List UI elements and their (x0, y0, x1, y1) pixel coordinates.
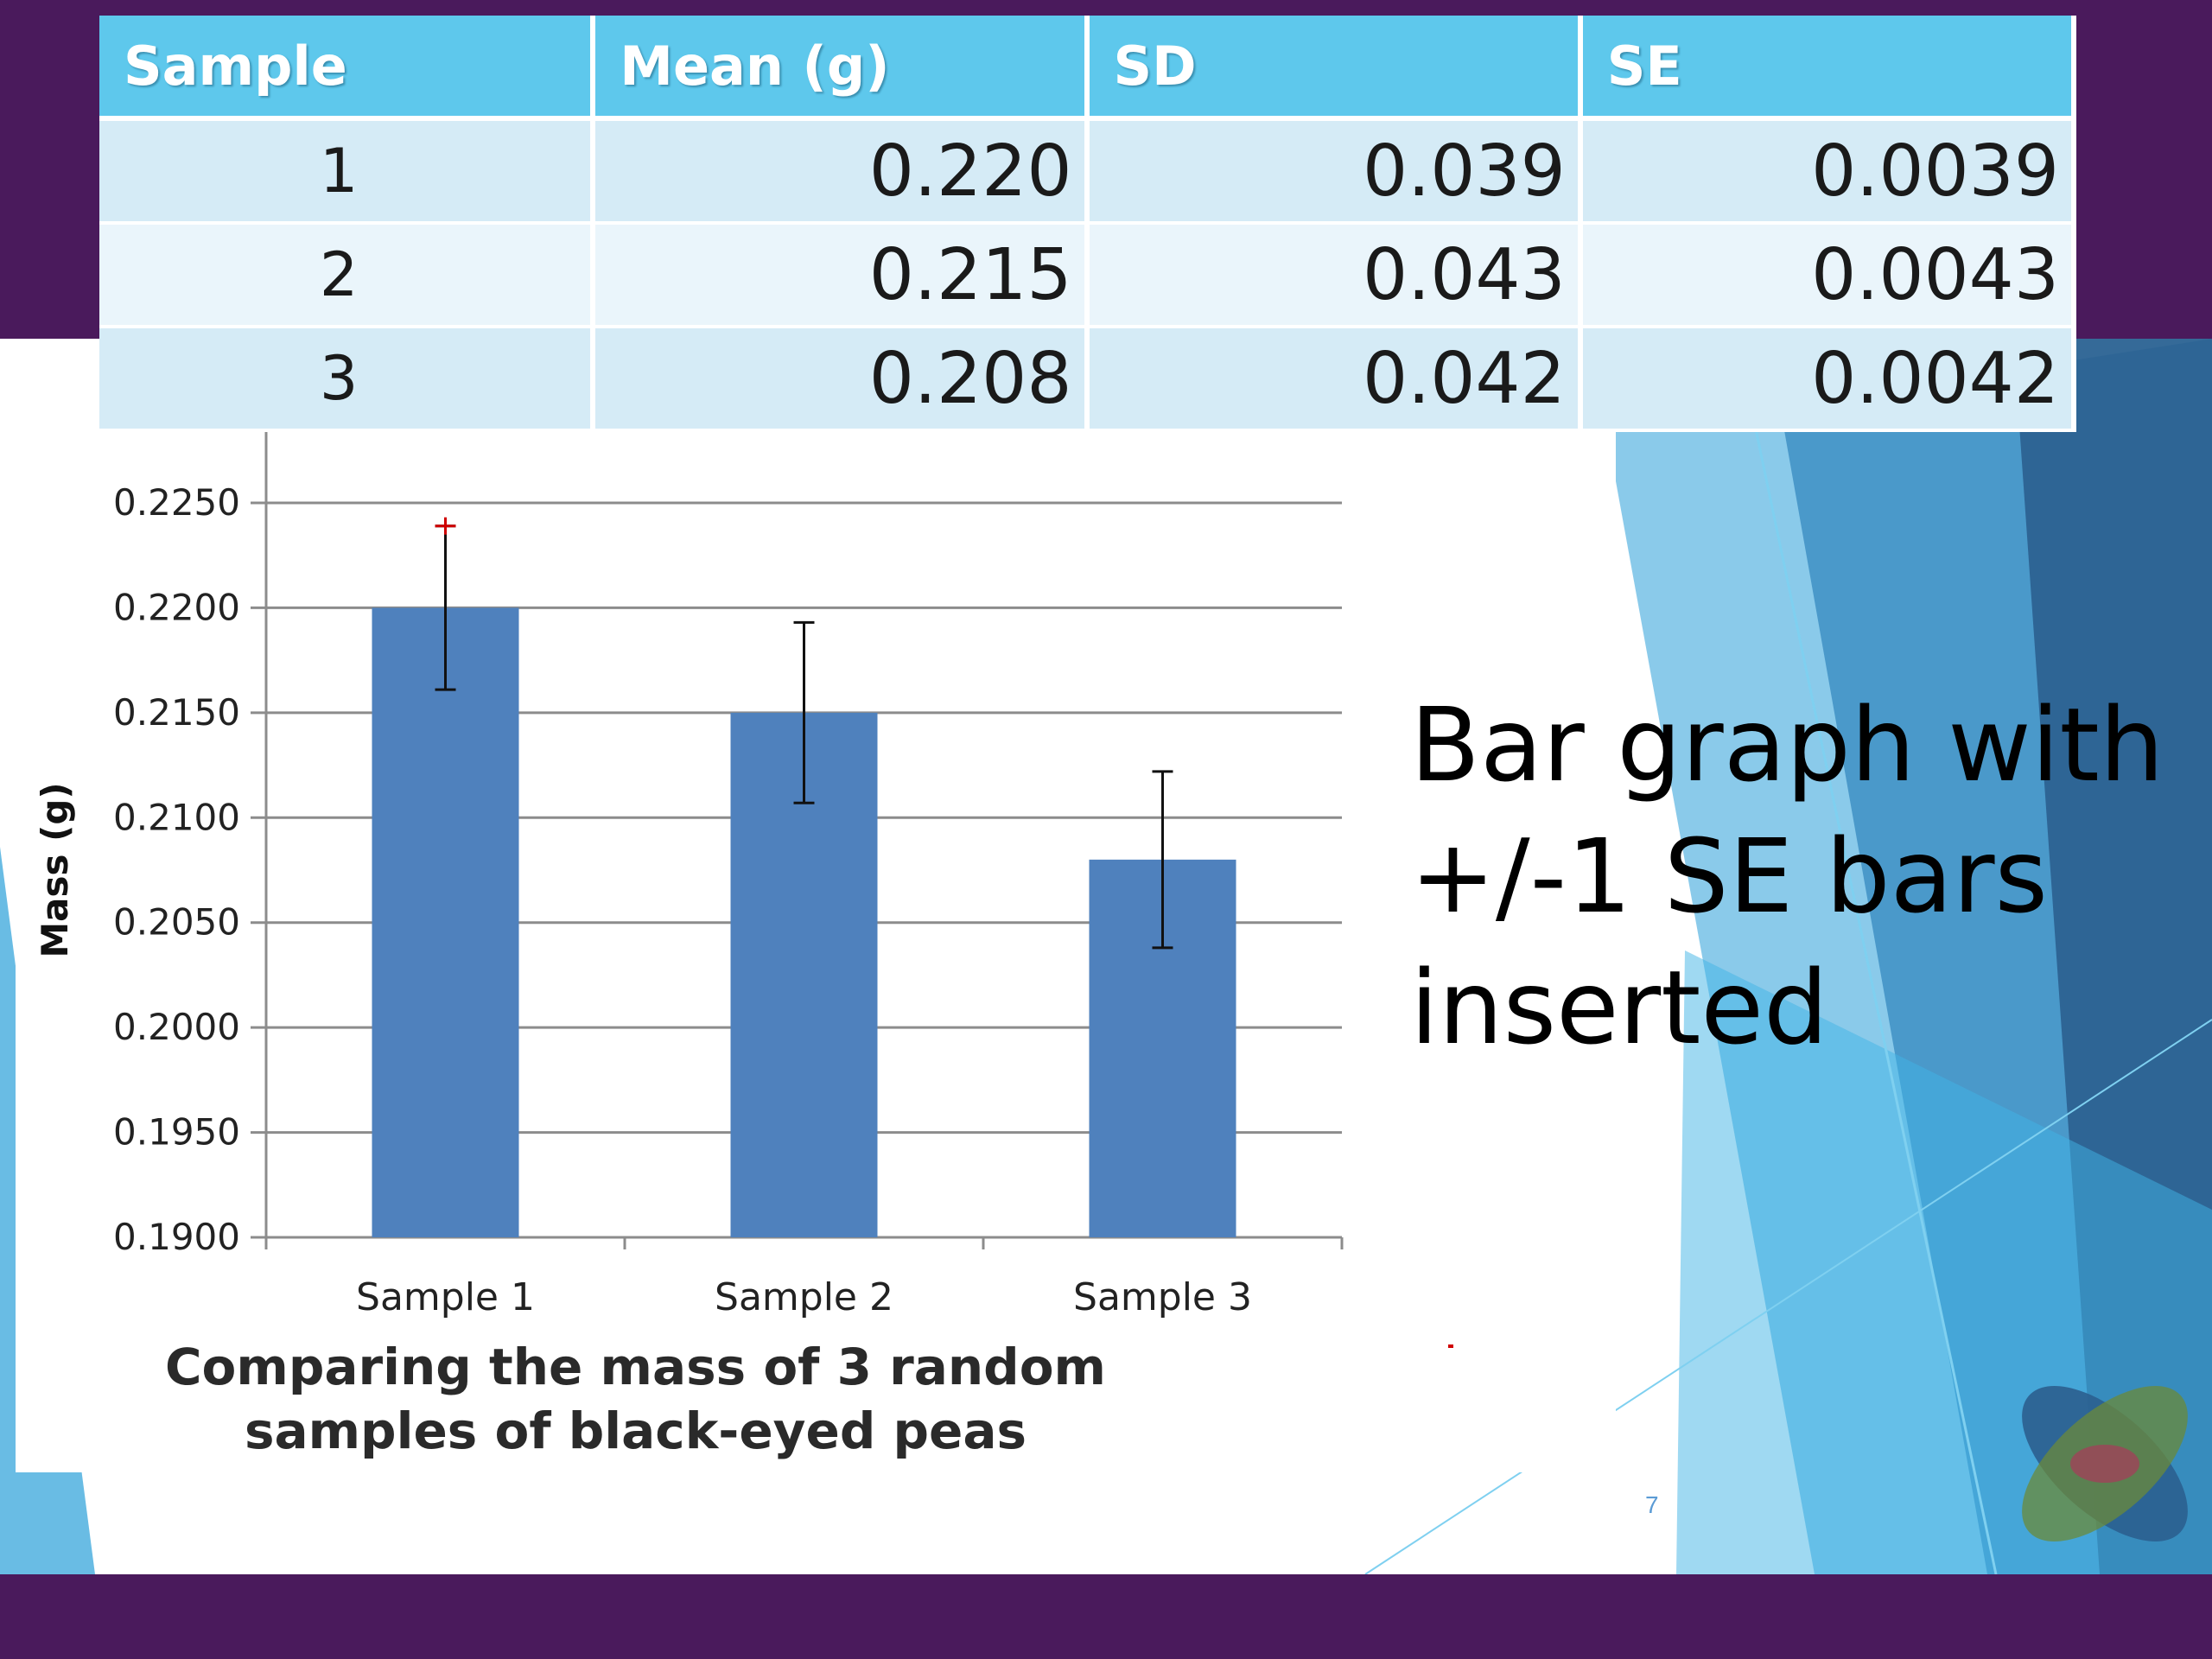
stray-mark (1448, 1344, 1453, 1348)
chart-title-line: samples of black-eyed peas (245, 1402, 1027, 1460)
header-se: SE (1580, 16, 2077, 121)
header-sd: SD (1086, 16, 1583, 121)
cell-mean: 0.220 (593, 118, 1090, 225)
y-tick-label: 0.2100 (113, 796, 240, 838)
y-tick-label: 0.2200 (113, 586, 240, 628)
y-axis-label: Mass (g) (34, 782, 76, 957)
cell-sample: 1 (99, 118, 596, 225)
slide-text-line: +/-1 SE bars (1410, 817, 2048, 936)
y-tick-label: 0.1900 (113, 1216, 240, 1258)
x-tick-label: Sample 2 (715, 1275, 893, 1319)
table-header-row: Sample Mean (g) SD SE (99, 16, 2077, 121)
cell-se: 0.0039 (1580, 118, 2077, 225)
chart-panel: 0.1900 0.1950 0.2000 0.2050 0.2100 0.2150 0.22… (16, 416, 1616, 1472)
slide-number: 7 (1645, 1491, 1659, 1518)
chart-title-line: Comparing the mass of 3 random (165, 1338, 1106, 1396)
x-tick-label: Sample 1 (356, 1275, 535, 1319)
y-tick-label: 0.2050 (113, 901, 240, 944)
slide-text-line: Bar graph with (1410, 685, 2164, 804)
slide-text-line: inserted (1410, 948, 1828, 1067)
bar-chart: 0.1900 0.1950 0.2000 0.2050 0.2100 0.2150 0.22… (34, 422, 1344, 1460)
cell-mean: 0.208 (593, 327, 1090, 432)
cell-mean: 0.215 (593, 223, 1090, 328)
header-mean: Mean (g) (593, 16, 1090, 121)
header-sample: Sample (99, 16, 596, 121)
y-tick-label: 0.1950 (113, 1111, 240, 1154)
table-row: 1 0.220 0.039 0.0039 (99, 118, 2077, 225)
cell-sd: 0.039 (1086, 118, 1583, 225)
table-row: 3 0.208 0.042 0.0042 (99, 327, 2077, 432)
slide-text: Bar graph with +/-1 SE bars inserted (1410, 679, 2171, 1073)
cell-se: 0.0043 (1580, 223, 2077, 328)
cell-sd: 0.042 (1086, 327, 1583, 432)
x-tick-label: Sample 3 (1073, 1275, 1252, 1319)
cell-sample: 2 (99, 223, 596, 328)
y-tick-label: 0.2000 (113, 1006, 240, 1048)
bottom-band (0, 1574, 2212, 1659)
y-tick-label: 0.2250 (113, 481, 240, 524)
bar (372, 607, 519, 1237)
cell-sd: 0.043 (1086, 223, 1583, 328)
cell-sample: 3 (99, 327, 596, 432)
cell-se: 0.0042 (1580, 327, 2077, 432)
y-tick-label: 0.2150 (113, 691, 240, 734)
table-row: 2 0.215 0.043 0.0043 (99, 223, 2077, 328)
summary-table: Sample Mean (g) SD SE 1 0.220 0.039 0.00… (99, 16, 2077, 432)
logo-icon (2022, 1386, 2188, 1541)
